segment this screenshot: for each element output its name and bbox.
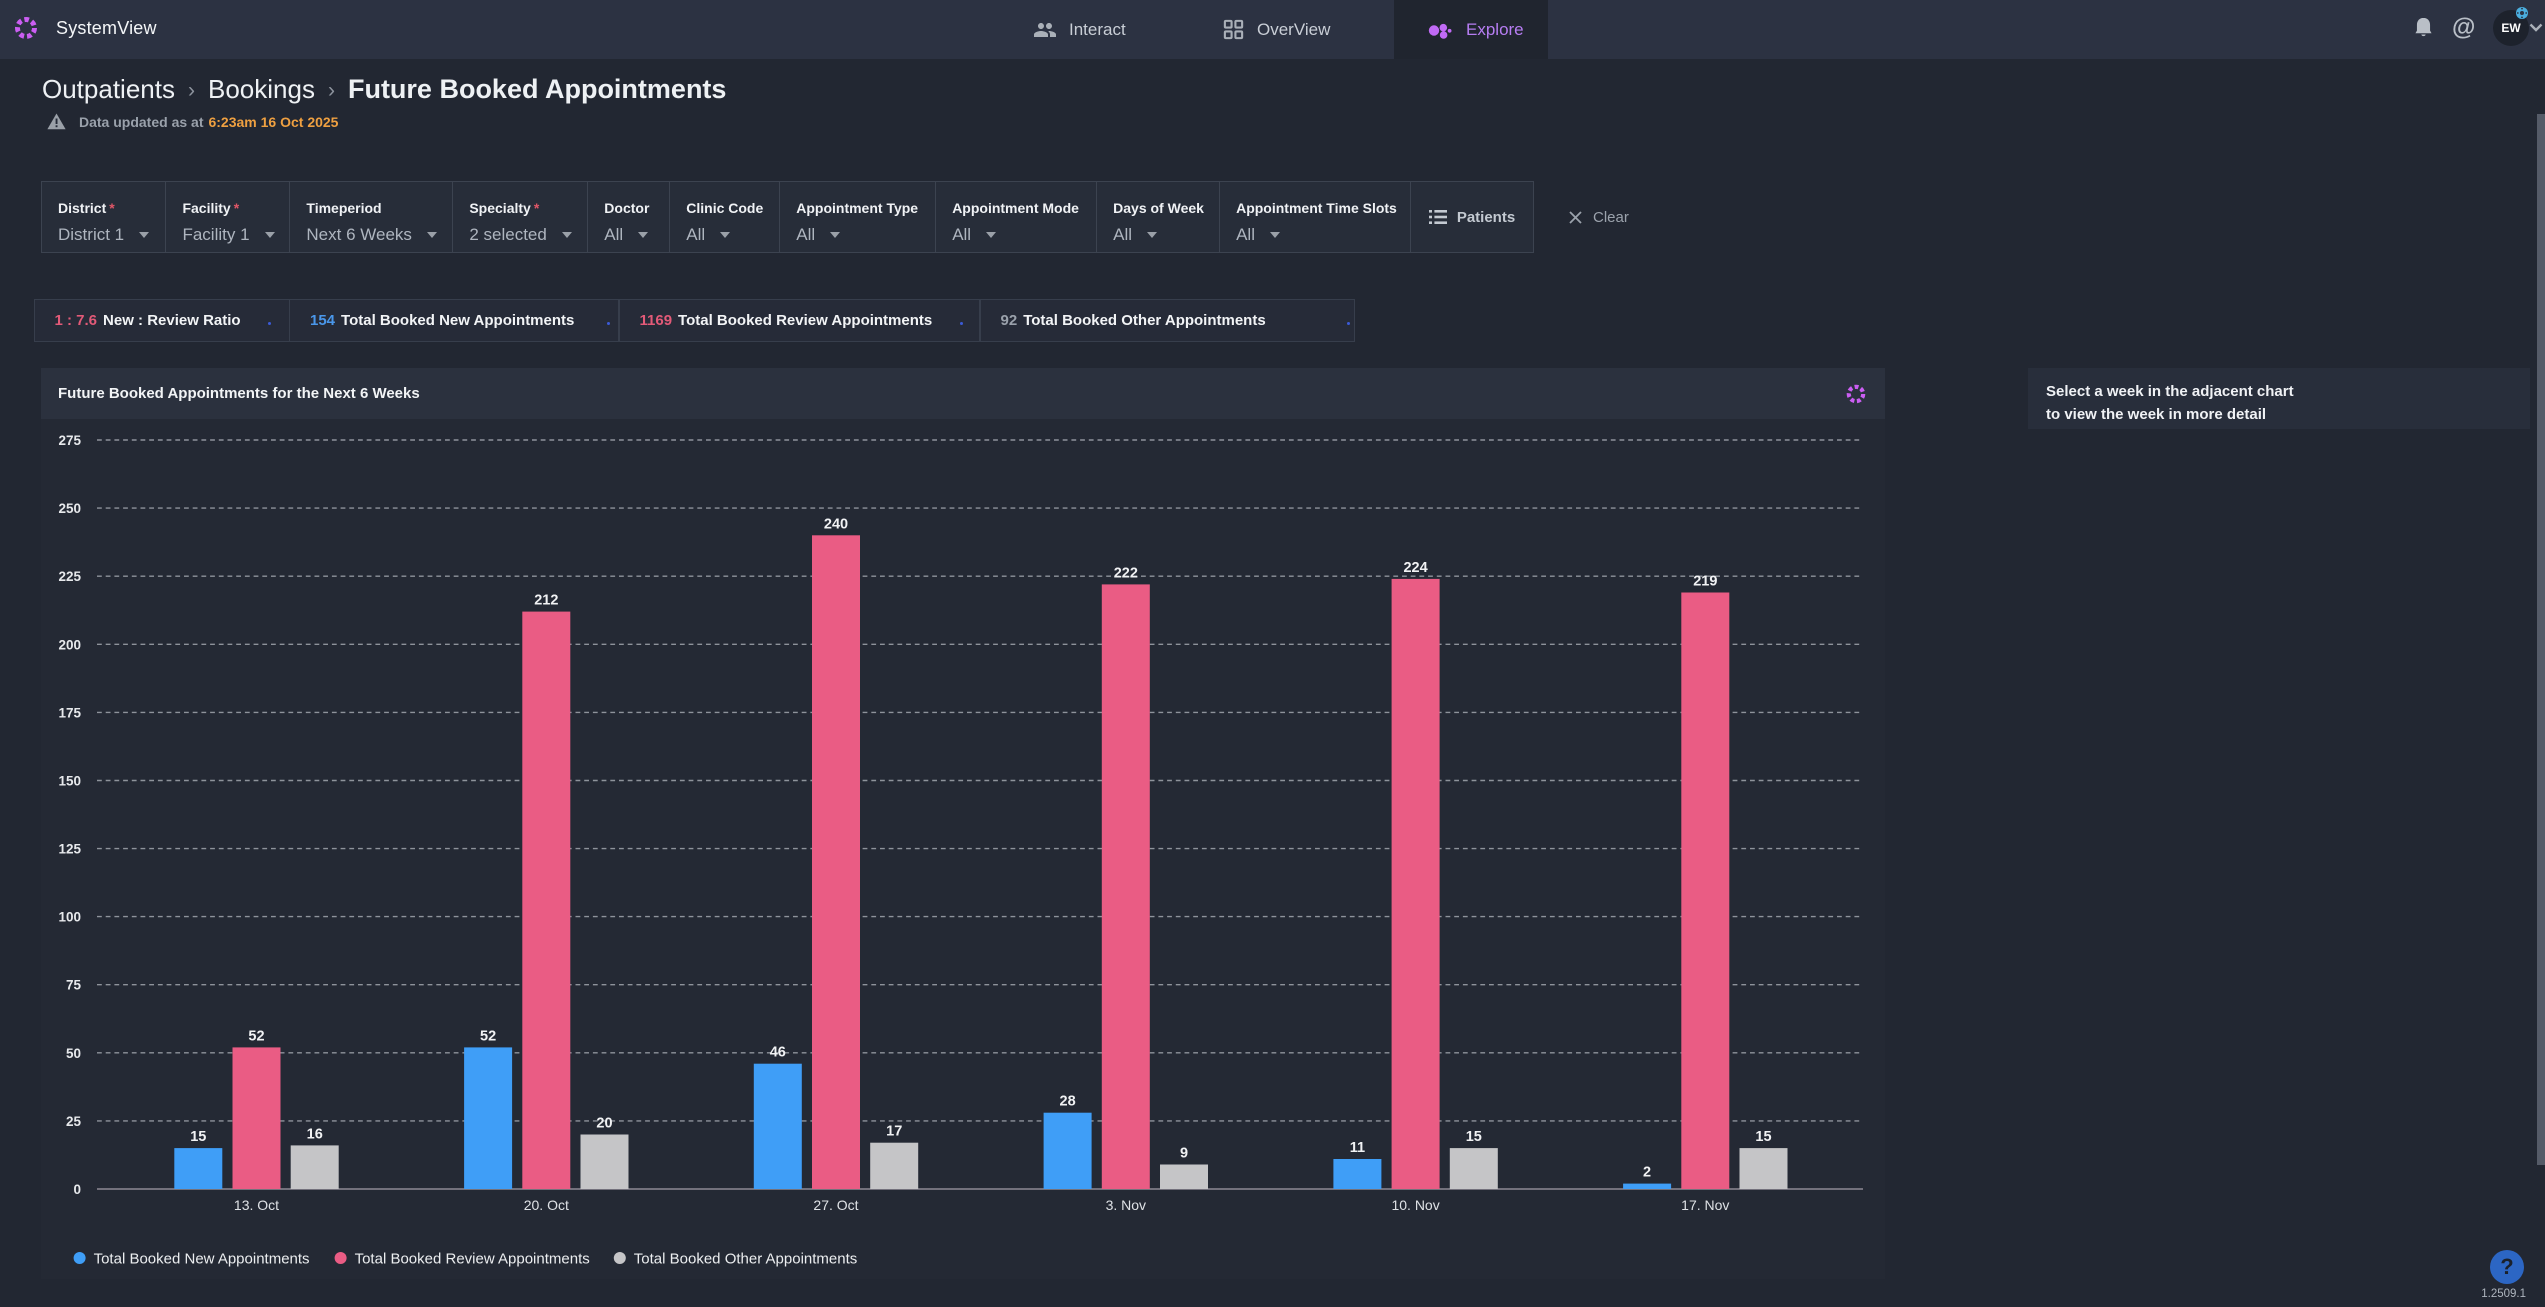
svg-text:75: 75: [66, 978, 82, 993]
svg-text:0: 0: [73, 1182, 81, 1197]
svg-text:224: 224: [1403, 560, 1427, 576]
svg-text:100: 100: [58, 910, 81, 925]
svg-text:175: 175: [58, 705, 81, 720]
svg-text:275: 275: [58, 433, 81, 448]
svg-text:222: 222: [1114, 565, 1138, 581]
svg-text:20. Oct: 20. Oct: [524, 1197, 569, 1213]
svg-text:125: 125: [58, 842, 81, 857]
svg-text:13. Oct: 13. Oct: [234, 1197, 279, 1213]
svg-text:225: 225: [58, 569, 81, 584]
svg-text:15: 15: [190, 1129, 206, 1145]
svg-text:27. Oct: 27. Oct: [813, 1197, 858, 1213]
svg-text:10. Nov: 10. Nov: [1391, 1197, 1439, 1213]
svg-text:2: 2: [1643, 1165, 1651, 1181]
svg-text:17: 17: [886, 1124, 902, 1140]
svg-text:3. Nov: 3. Nov: [1106, 1197, 1146, 1213]
svg-text:15: 15: [1755, 1129, 1771, 1145]
svg-text:16: 16: [307, 1126, 323, 1142]
svg-text:15: 15: [1466, 1129, 1482, 1145]
svg-text:Total Booked Other Appointment: Total Booked Other Appointments: [634, 1251, 857, 1268]
svg-text:25: 25: [66, 1114, 82, 1129]
svg-text:240: 240: [824, 516, 848, 532]
svg-text:Total Booked Review Appointmen: Total Booked Review Appointments: [355, 1251, 590, 1268]
svg-text:50: 50: [66, 1046, 81, 1061]
svg-text:17. Nov: 17. Nov: [1681, 1197, 1729, 1213]
svg-text:52: 52: [248, 1028, 264, 1044]
svg-text:250: 250: [58, 501, 81, 516]
svg-text:9: 9: [1180, 1146, 1188, 1162]
svg-text:Total Booked New Appointments: Total Booked New Appointments: [94, 1251, 310, 1268]
svg-text:150: 150: [58, 774, 81, 789]
svg-text:46: 46: [770, 1045, 786, 1061]
svg-text:28: 28: [1060, 1094, 1076, 1110]
svg-text:212: 212: [534, 593, 558, 609]
svg-text:219: 219: [1693, 574, 1717, 590]
svg-text:200: 200: [58, 637, 81, 652]
svg-text:52: 52: [480, 1028, 496, 1044]
svg-text:20: 20: [596, 1116, 612, 1132]
svg-text:11: 11: [1350, 1140, 1365, 1156]
